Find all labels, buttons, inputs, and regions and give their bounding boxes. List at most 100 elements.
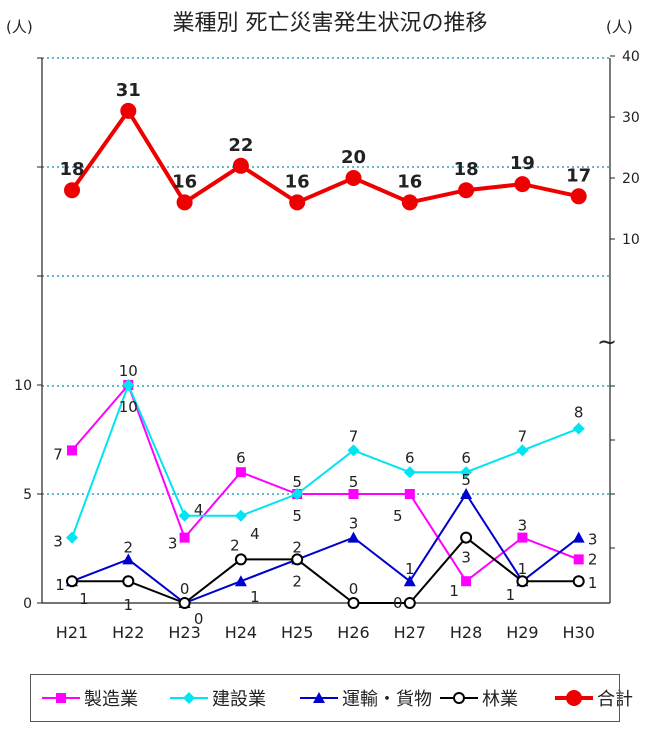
point-1-H21 [66, 531, 78, 544]
right-tick-label-10: 10 [622, 232, 640, 248]
x-tick-label-H29: H29 [506, 623, 538, 642]
point-0-H24 [235, 467, 246, 478]
data-label-2-H29: 1 [518, 560, 528, 578]
point-0-H21 [67, 445, 77, 456]
right-tick-label-20: 20 [622, 171, 640, 187]
data-label-1-H30: 8 [574, 404, 584, 422]
right-tick-label-40: 40 [622, 49, 640, 65]
data-label-3-H30: 1 [588, 574, 598, 592]
data-label-1-H29: 7 [518, 427, 528, 445]
point-0-H27 [404, 489, 415, 499]
left-tick-label-5: 5 [23, 487, 32, 503]
data-label-2-H23: 0 [180, 580, 190, 598]
point-4-H29 [514, 176, 531, 193]
point-1-H27 [403, 466, 416, 479]
point-1-H29 [516, 444, 529, 457]
data-label-2-H22: 2 [124, 538, 134, 556]
legend-label-4: 合計 [597, 689, 633, 710]
series-line-1 [71, 382, 580, 538]
data-label-2-H27: 1 [405, 560, 415, 578]
point-1-H24 [234, 509, 247, 522]
data-label-4-H21: 18 [59, 159, 84, 180]
data-label-4-H30: 17 [566, 165, 591, 186]
right-tick-label-30: 30 [622, 110, 640, 126]
series-line-4 [70, 107, 580, 206]
x-tick-label-H30: H30 [563, 623, 595, 642]
data-label-4-H29: 19 [510, 153, 535, 174]
data-label-0-H27: 5 [393, 507, 403, 525]
point-2-H22 [122, 553, 135, 565]
legend-marker-2 [313, 692, 325, 703]
point-1-H30 [572, 422, 585, 435]
left-axis-unit: (人) [6, 18, 33, 36]
data-label-4-H27: 16 [397, 171, 422, 192]
data-label-3-H24: 2 [230, 536, 240, 554]
point-3-H24 [234, 553, 247, 566]
data-label-4-H22: 31 [116, 80, 141, 101]
point-2-H27 [403, 575, 416, 587]
legend-marker-1 [183, 692, 195, 704]
data-label-4-H28: 18 [454, 159, 479, 180]
series-line-3 [72, 536, 579, 605]
data-label-4-H26: 20 [341, 147, 366, 168]
point-1-H26 [347, 444, 360, 457]
data-label-1-H25: 5 [292, 507, 302, 525]
legend-label-1: 建設業 [212, 689, 266, 710]
point-3-H27 [403, 597, 416, 609]
series-line-2 [71, 492, 580, 605]
chart-title: 業種別 死亡災害発生状況の推移 [173, 11, 488, 36]
data-label-0-H24: 6 [236, 449, 246, 467]
data-label-1-H27: 6 [405, 449, 415, 467]
point-3-H26 [347, 597, 360, 609]
point-2-H24 [234, 575, 247, 587]
x-tick-label-H23: H23 [168, 623, 200, 642]
x-tick-label-H26: H26 [337, 623, 369, 642]
legend-frame [30, 674, 620, 722]
data-label-3-H28: 3 [461, 549, 471, 567]
point-0-H26 [348, 489, 359, 499]
axis-break-symbol: ~ [597, 328, 617, 356]
legend-label-0: 製造業 [84, 689, 138, 710]
point-4-H22 [120, 102, 137, 119]
data-label-0-H22: 10 [119, 362, 138, 380]
series-layer [64, 102, 587, 609]
x-tick-label-H28: H28 [450, 623, 482, 642]
data-label-1-H23: 4 [194, 501, 204, 519]
data-label-0-H28: 1 [449, 582, 459, 600]
point-0-H28 [461, 576, 472, 587]
point-1-H22 [122, 379, 135, 391]
x-tick-label-H27: H27 [394, 623, 426, 642]
legend-marker-3 [453, 692, 465, 704]
point-3-H30 [572, 575, 585, 588]
data-label-1-H24: 4 [250, 525, 260, 543]
data-label-2-H21: 1 [55, 576, 65, 594]
point-3-H25 [291, 553, 304, 566]
point-4-H28 [458, 182, 475, 199]
point-0-H23 [179, 532, 190, 543]
point-0-H30 [573, 554, 584, 565]
data-label-1-H22: 10 [119, 398, 138, 416]
data-label-2-H24: 1 [250, 588, 260, 606]
point-2-H26 [347, 531, 360, 543]
x-tick-label-H24: H24 [225, 623, 257, 642]
point-3-H28 [460, 531, 473, 544]
point-3-H22 [122, 575, 135, 588]
data-label-0-H21: 7 [53, 445, 63, 463]
data-label-2-H28: 5 [461, 471, 471, 489]
point-2-H28 [460, 488, 473, 499]
data-label-3-H21: 1 [79, 590, 89, 608]
point-0-H29 [517, 532, 528, 543]
data-label-0-H29: 3 [518, 517, 528, 535]
point-4-H23 [176, 194, 193, 211]
x-tick-label-H22: H22 [112, 623, 144, 642]
point-4-H26 [345, 170, 362, 186]
data-label-1-H26: 7 [349, 427, 359, 445]
point-3-H23 [178, 597, 191, 609]
point-4-H30 [570, 188, 587, 205]
point-3-H29 [516, 575, 529, 588]
data-label-0-H25: 5 [292, 473, 302, 491]
point-4-H21 [64, 182, 80, 199]
legend-marker-0 [56, 693, 66, 703]
